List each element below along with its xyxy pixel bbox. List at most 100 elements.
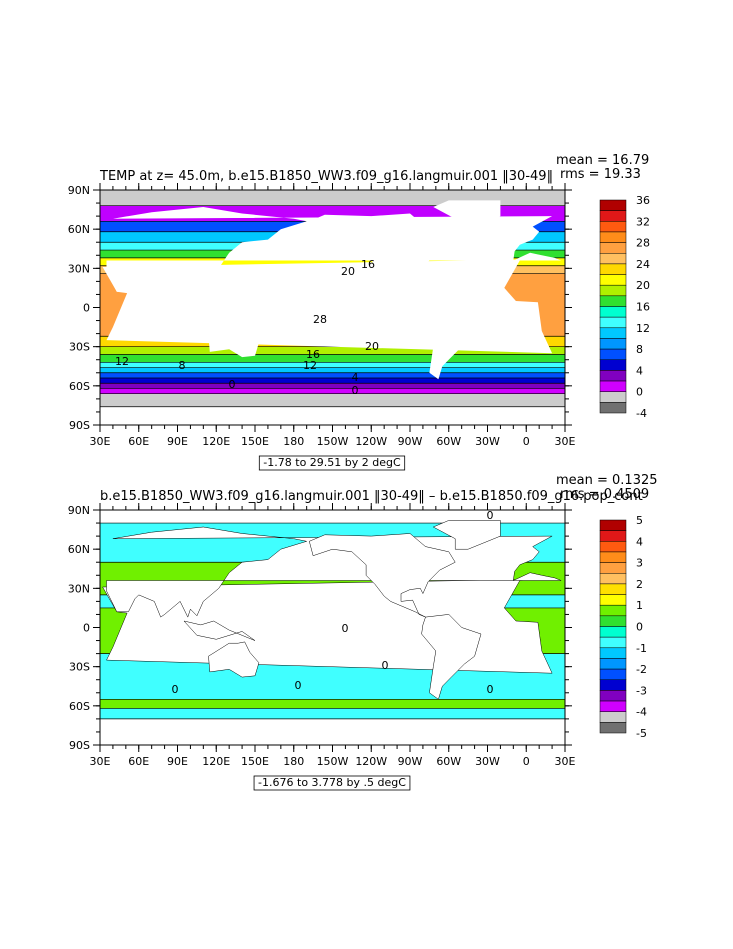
contour-label: 20: [341, 265, 355, 278]
colorbar-box: [600, 563, 626, 574]
colorbar-box: [600, 243, 626, 254]
colorbar-box: [600, 285, 626, 296]
colorbar-label: -1: [636, 642, 647, 655]
land: [0, 207, 96, 297]
colorbar-box: [600, 349, 626, 360]
colorbar-box: [600, 541, 626, 552]
contour-label: 0: [352, 384, 359, 397]
contour-label: 0: [487, 509, 494, 522]
lat-label: 0: [83, 302, 90, 315]
colorbar-label: 8: [636, 343, 643, 356]
contour-label: 0: [172, 683, 179, 696]
colorbar-box: [600, 275, 626, 286]
lon-label: 30E: [90, 755, 111, 768]
colorbar-label: 4: [636, 364, 643, 377]
lon-label: 60E: [128, 755, 149, 768]
lon-label: 120W: [355, 755, 387, 768]
contour-label: 0: [487, 683, 494, 696]
colorbar-box: [600, 690, 626, 701]
colorbar-box: [600, 402, 626, 413]
colorbar-label: 16: [636, 301, 650, 314]
lon-label: 150E: [241, 755, 269, 768]
colorbar-box: [600, 360, 626, 371]
land: [0, 294, 16, 379]
colorbar-box: [600, 595, 626, 606]
colorbar-box: [600, 232, 626, 243]
lon-label: 120W: [355, 435, 387, 448]
contour-label: 20: [365, 340, 379, 353]
lon-label: 120E: [202, 435, 230, 448]
colorbar-label: 12: [636, 322, 650, 335]
lon-label: 120E: [202, 755, 230, 768]
colorbar-box: [600, 680, 626, 691]
colorbar-label: 36: [636, 194, 650, 207]
rms-label: rms = 19.33: [560, 167, 641, 182]
lon-label: 150W: [317, 435, 349, 448]
lat-label: 60S: [69, 380, 90, 393]
lon-label: 150E: [241, 435, 269, 448]
land: [568, 259, 733, 353]
land: [674, 642, 724, 677]
colorbar-box: [600, 573, 626, 584]
ocean-band: [100, 362, 565, 367]
lon-label: 180: [283, 755, 304, 768]
contour-label: 16: [361, 258, 375, 271]
lon-label: 60E: [128, 435, 149, 448]
contour-label: 0: [382, 659, 389, 672]
contour-label: 4: [352, 371, 359, 384]
lon-label: 60W: [436, 435, 461, 448]
colorbar-label: 24: [636, 258, 650, 271]
panel-title: TEMP at z= 45.0m, b.e15.B1850_WW3.f09_g1…: [99, 169, 553, 184]
land: [572, 527, 733, 617]
lat-label: 60N: [68, 543, 90, 556]
land: [572, 207, 733, 297]
colorbar-box: [600, 296, 626, 307]
lat-label: 90S: [69, 419, 90, 432]
ocean-band: [100, 373, 565, 378]
land: [568, 579, 733, 673]
colorbar-box: [600, 370, 626, 381]
colorbar-box: [600, 211, 626, 222]
lat-label: 0: [83, 622, 90, 635]
land: [0, 200, 35, 229]
land: [674, 322, 724, 357]
colorbar-box: [600, 200, 626, 211]
range-label: -1.676 to 3.778 by .5 degC: [258, 776, 406, 789]
colorbar-box: [600, 658, 626, 669]
land: [649, 621, 720, 641]
colorbar-label: -4: [636, 407, 647, 420]
contour-label: 0: [342, 622, 349, 635]
lon-label: 90W: [398, 755, 423, 768]
lat-label: 30S: [69, 341, 90, 354]
contour-label: 28: [313, 313, 327, 326]
mean-label: mean = 16.79: [556, 153, 649, 168]
lat-label: 60N: [68, 223, 90, 236]
lon-label: 30E: [555, 755, 576, 768]
ocean-band: [100, 719, 565, 745]
lat-label: 30S: [69, 661, 90, 674]
colorbar-box: [600, 669, 626, 680]
contour-label: 12: [115, 355, 129, 368]
rms-label: rms = 0.4509: [560, 487, 649, 502]
lat-label: 90S: [69, 739, 90, 752]
lon-label: 30W: [475, 755, 500, 768]
colorbar-box: [600, 616, 626, 627]
colorbar-label: 2: [636, 578, 643, 591]
lat-label: 30N: [68, 582, 90, 595]
contour-label: 8: [179, 359, 186, 372]
colorbar-box: [600, 531, 626, 542]
colorbar-box: [600, 584, 626, 595]
colorbar-box: [600, 338, 626, 349]
ocean-band: [100, 699, 565, 708]
colorbar-label: 32: [636, 215, 650, 228]
ocean-band: [100, 708, 565, 718]
colorbar-label: -2: [636, 663, 647, 676]
colorbar-box: [600, 253, 626, 264]
colorbar-box: [600, 221, 626, 232]
colorbar-label: -4: [636, 706, 647, 719]
land: [0, 614, 16, 699]
lon-label: 0: [523, 435, 530, 448]
lon-label: 90E: [167, 755, 188, 768]
